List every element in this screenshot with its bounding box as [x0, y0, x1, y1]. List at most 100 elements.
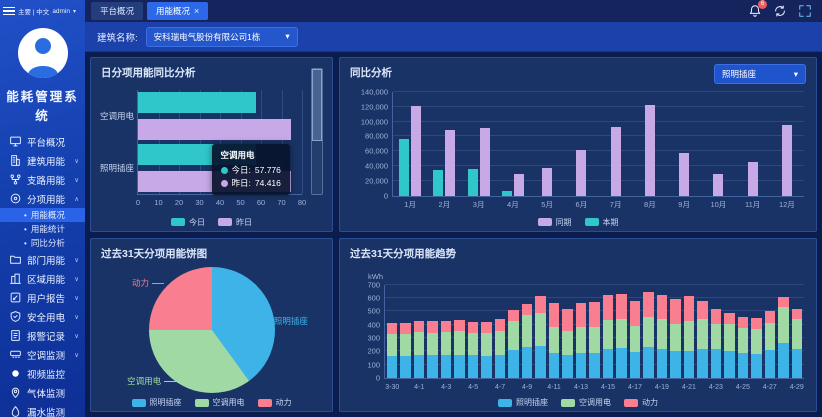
bar-同期[interactable]	[781, 125, 792, 196]
stacked-bar[interactable]: 4-7	[494, 285, 506, 391]
stacked-bar[interactable]: 4-13	[574, 285, 588, 391]
stacked-bar[interactable]	[751, 285, 762, 378]
stacked-bar[interactable]	[643, 285, 654, 378]
segment-照明插座[interactable]	[387, 355, 398, 378]
segment-照明插座[interactable]	[481, 355, 492, 378]
stacked-bar[interactable]: 4-5	[467, 285, 479, 391]
segment-动力[interactable]	[602, 295, 614, 320]
segment-空调用电[interactable]	[670, 324, 681, 351]
stacked-bar[interactable]	[724, 285, 735, 378]
sidebar-item-空调监测[interactable]: 空调监测 ∨	[0, 345, 85, 364]
segment-空调用电[interactable]	[791, 319, 803, 349]
bar-今日[interactable]	[138, 91, 257, 113]
segment-照明插座[interactable]	[440, 355, 452, 378]
stacked-bar[interactable]: 4-1	[413, 285, 425, 391]
segment-动力[interactable]	[481, 321, 492, 333]
bar-本期[interactable]	[399, 139, 410, 196]
segment-照明插座[interactable]	[467, 355, 479, 378]
segment-空调用电[interactable]	[454, 331, 465, 355]
segment-空调用电[interactable]	[724, 323, 735, 351]
segment-照明插座[interactable]	[764, 349, 776, 378]
stacked-bar[interactable]: 4-29	[790, 285, 804, 391]
tab-platform-overview[interactable]: 平台概况	[91, 2, 144, 20]
sidebar-item-建筑用能[interactable]: 建筑用能 ∨	[0, 151, 85, 170]
datazoom-selection[interactable]	[312, 69, 322, 142]
category-select[interactable]: 照明插座 ▾	[714, 64, 806, 84]
legend-item-空调用电[interactable]: 空调用电	[194, 397, 245, 408]
stacked-bar[interactable]	[454, 285, 465, 378]
segment-照明插座[interactable]	[508, 349, 519, 378]
segment-动力[interactable]	[427, 321, 438, 333]
segment-空调用电[interactable]	[440, 332, 452, 356]
segment-照明插座[interactable]	[629, 351, 641, 378]
segment-照明插座[interactable]	[413, 355, 425, 378]
avatar[interactable]	[17, 28, 68, 78]
segment-空调用电[interactable]	[427, 332, 438, 356]
legend-item-照明插座[interactable]: 照明插座	[498, 397, 548, 408]
segment-照明插座[interactable]	[562, 354, 573, 378]
bar-本期[interactable]	[467, 168, 478, 196]
stacked-bar[interactable]	[427, 285, 438, 378]
segment-照明插座[interactable]	[521, 346, 533, 378]
locale-switcher[interactable]: 主要 | 中文	[18, 9, 50, 16]
segment-空调用电[interactable]	[548, 327, 560, 353]
segment-动力[interactable]	[710, 308, 722, 324]
segment-动力[interactable]	[440, 320, 452, 333]
segment-动力[interactable]	[454, 319, 465, 332]
segment-动力[interactable]	[562, 308, 573, 331]
close-icon[interactable]: ×	[194, 6, 200, 16]
segment-动力[interactable]	[670, 298, 681, 325]
bell-icon[interactable]: 6	[748, 0, 767, 18]
segment-空调用电[interactable]	[521, 315, 533, 347]
legend-item-照明插座[interactable]: 照明插座	[131, 397, 182, 408]
bar-同期[interactable]	[479, 127, 490, 196]
bar-同期[interactable]	[513, 174, 524, 196]
segment-空调用电[interactable]	[413, 331, 425, 356]
segment-空调用电[interactable]	[467, 332, 479, 356]
segment-动力[interactable]	[629, 300, 641, 326]
stacked-bar[interactable]	[562, 285, 573, 378]
segment-照明插座[interactable]	[400, 355, 411, 378]
stacked-bar[interactable]	[670, 285, 681, 378]
stacked-bar[interactable]	[697, 285, 708, 378]
sidebar-item-区域用能[interactable]: 区域用能 ∨	[0, 269, 85, 288]
segment-照明插座[interactable]	[535, 345, 546, 378]
segment-动力[interactable]	[535, 296, 546, 313]
segment-照明插座[interactable]	[548, 352, 560, 378]
stacked-bar[interactable]: 4-3	[440, 285, 452, 391]
fullscreen-icon[interactable]	[798, 4, 812, 18]
segment-照明插座[interactable]	[737, 353, 749, 378]
segment-空调用电[interactable]	[656, 319, 668, 350]
segment-动力[interactable]	[683, 296, 695, 321]
stacked-bar[interactable]: 4-17	[628, 285, 642, 391]
tab-energy-overview[interactable]: 用能概况 ×	[147, 2, 209, 20]
segment-照明插座[interactable]	[454, 354, 465, 378]
segment-照明插座[interactable]	[724, 350, 735, 378]
segment-空调用电[interactable]	[575, 327, 587, 354]
bar-同期[interactable]	[542, 168, 553, 196]
segment-照明插座[interactable]	[778, 342, 789, 378]
sidebar-item-平台概况[interactable]: 平台概况	[0, 132, 85, 151]
segment-动力[interactable]	[616, 293, 627, 319]
segment-动力[interactable]	[400, 322, 411, 334]
sidebar-item-用户报告[interactable]: 用户报告 ∨	[0, 288, 85, 307]
segment-照明插座[interactable]	[656, 349, 668, 378]
segment-照明插座[interactable]	[791, 348, 803, 378]
segment-动力[interactable]	[791, 308, 803, 320]
segment-空调用电[interactable]	[751, 329, 762, 354]
segment-动力[interactable]	[521, 303, 533, 316]
segment-动力[interactable]	[508, 309, 519, 322]
stacked-bar[interactable]	[508, 285, 519, 378]
legend-item-空调用电[interactable]: 空调用电	[561, 397, 611, 408]
bar-同期[interactable]	[679, 153, 690, 196]
segment-空调用电[interactable]	[602, 319, 614, 349]
hamburger-menu-icon[interactable]	[3, 6, 15, 16]
segment-动力[interactable]	[778, 297, 789, 308]
bar-同期[interactable]	[713, 174, 724, 196]
segment-空调用电[interactable]	[589, 327, 600, 353]
legend-item-昨日[interactable]: 昨日	[218, 217, 252, 228]
sidebar-item-视频监控[interactable]: 视频监控	[0, 364, 85, 383]
datazoom-slider[interactable]	[311, 68, 323, 195]
segment-空调用电[interactable]	[683, 320, 695, 351]
segment-动力[interactable]	[589, 301, 600, 328]
